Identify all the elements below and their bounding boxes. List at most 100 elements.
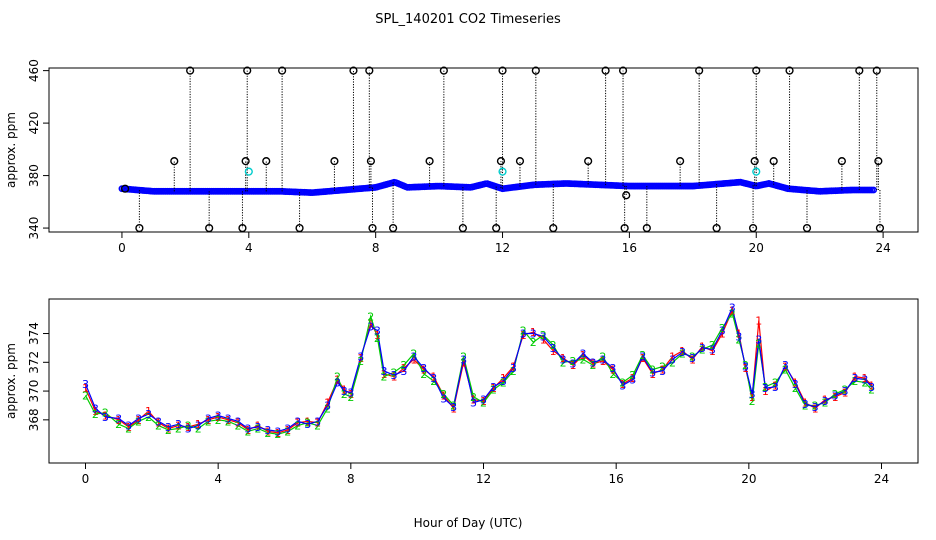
bottom-series-1-marker: 1 (135, 414, 142, 427)
bottom-series-3-marker: 3 (450, 401, 457, 414)
bottom-series-1-marker: 1 (245, 424, 252, 437)
bottom-series-1-marker: 1 (802, 397, 809, 410)
bottom-y-axis-label: approx. ppm (4, 343, 18, 419)
bottom-series-2-marker: 2 (390, 366, 397, 379)
bottom-series-3-marker: 3 (165, 421, 172, 434)
bottom-series-1-marker: 1 (629, 372, 636, 385)
bottom-series-3-marker: 3 (274, 425, 281, 438)
bottom-series-2-marker: 2 (659, 361, 666, 374)
top-outlier-point (750, 157, 759, 166)
top-baseline-series (118, 178, 877, 197)
bottom-series-1-marker: 1 (274, 427, 281, 440)
bottom-series-2-marker: 2 (430, 375, 437, 388)
bottom-series-2-marker: 2 (742, 359, 749, 372)
bottom-series-2-marker: 2 (440, 388, 447, 401)
bottom-series-2-marker: 2 (225, 415, 232, 428)
bottom-series-3-marker: 3 (639, 351, 646, 364)
bottom-series-lines (84, 305, 873, 435)
bottom-series-3-marker: 3 (540, 330, 547, 343)
top-y-tick-label: 460 (27, 59, 41, 82)
bottom-series-3-marker: 3 (530, 328, 537, 341)
bottom-series-1-marker: 1 (294, 417, 301, 430)
bottom-series-1-marker: 1 (125, 421, 132, 434)
bottom-series-2-marker: 2 (629, 369, 636, 382)
bottom-series-3-marker: 3 (367, 320, 374, 333)
bottom-series-2-marker: 2 (802, 399, 809, 412)
bottom-series-1-line (84, 308, 873, 434)
bottom-series-3-marker: 3 (802, 398, 809, 411)
bottom-y-tick-label: 370 (27, 380, 41, 403)
bottom-series-2-marker: 2 (357, 355, 364, 368)
bottom-series-2-marker: 2 (410, 348, 417, 361)
top-plot-frame (48, 67, 919, 233)
bottom-series-3-marker: 3 (609, 362, 616, 375)
bottom-series-1-marker: 1 (155, 417, 162, 430)
top-outlier-point (584, 157, 593, 166)
bottom-series-3-marker: 3 (400, 365, 407, 378)
top-outlier-point (186, 66, 195, 75)
bottom-series-3-marker: 3 (792, 378, 799, 391)
bottom-series-3-marker: 3 (550, 342, 557, 355)
top-outlier-point (135, 223, 144, 233)
bottom-series-2-marker: 2 (580, 353, 587, 366)
bottom-series-3-marker: 3 (410, 351, 417, 364)
bottom-x-tick-label: 4 (214, 472, 222, 486)
bottom-series-2-marker: 2 (420, 368, 427, 381)
bottom-plot-frame (48, 298, 919, 464)
top-x-tick-label: 20 (749, 241, 764, 255)
bottom-series-2-marker: 2 (304, 417, 311, 430)
bottom-series-2-marker: 2 (762, 381, 769, 394)
bottom-series-2-marker: 2 (274, 428, 281, 441)
bottom-series-2-marker: 2 (82, 389, 89, 402)
bottom-series-3-marker: 3 (729, 302, 736, 315)
bottom-series-3-marker: 3 (205, 412, 212, 425)
top-outlier-point (802, 223, 812, 233)
top-outlier-point (205, 223, 214, 233)
bottom-series-3-marker: 3 (235, 415, 242, 428)
bottom-series-3-marker: 3 (115, 412, 122, 425)
top-baseline-point (870, 186, 877, 194)
bottom-series-2-marker: 2 (570, 355, 577, 368)
bottom-series-1-marker: 1 (679, 345, 686, 358)
bottom-series-1-marker: 1 (772, 379, 779, 392)
bottom-series-1-marker: 1 (440, 389, 447, 402)
bottom-series-3-marker: 3 (145, 408, 152, 421)
bottom-series-1-marker: 1 (649, 368, 656, 381)
bottom-series-2-marker: 2 (530, 336, 537, 349)
bottom-series-3-marker: 3 (440, 392, 447, 405)
bottom-series-2-marker: 2 (500, 376, 507, 389)
bottom-series-1-marker: 1 (450, 402, 457, 415)
bottom-series-1-marker: 1 (430, 371, 437, 384)
bottom-series-3-marker: 3 (560, 353, 567, 366)
bottom-series-1-marker: 1 (659, 363, 666, 376)
bottom-series-2-marker: 2 (520, 325, 527, 338)
bottom-series-2-marker: 2 (135, 415, 142, 428)
bottom-series-3-marker: 3 (709, 343, 716, 356)
bottom-series-1-marker: 1 (175, 420, 182, 433)
top-outlier-point (642, 223, 651, 233)
top-outlier-point (389, 223, 398, 233)
bottom-series-1-marker: 1 (669, 351, 676, 364)
bottom-series-3-marker: 3 (155, 415, 162, 428)
bottom-series-2-marker: 2 (842, 384, 849, 397)
bottom-series-1-marker: 1 (699, 340, 706, 353)
bottom-series-2-marker: 2 (812, 399, 819, 412)
bottom-x-tick-label: 24 (874, 472, 889, 486)
bottom-series-3-marker: 3 (500, 375, 507, 388)
bottom-series-3-marker: 3 (380, 365, 387, 378)
bottom-series-1-marker: 1 (792, 376, 799, 389)
bottom-y-tick-label: 374 (27, 322, 41, 345)
bottom-series-1-marker: 1 (510, 361, 517, 374)
bottom-series-3-marker: 3 (92, 402, 99, 415)
bottom-x-tick-label: 0 (82, 472, 90, 486)
bottom-series-1-marker: 1 (347, 388, 354, 401)
bottom-series-1-marker: 1 (570, 359, 577, 372)
bottom-series-1-marker: 1 (400, 362, 407, 375)
bottom-series-1-marker: 1 (868, 379, 875, 392)
bottom-series-2-marker: 2 (480, 397, 487, 410)
bottom-series-1-marker: 1 (540, 333, 547, 346)
top-outlier-point (712, 223, 721, 233)
top-outlier-point (785, 66, 794, 75)
bottom-series-3-marker: 3 (868, 381, 875, 394)
